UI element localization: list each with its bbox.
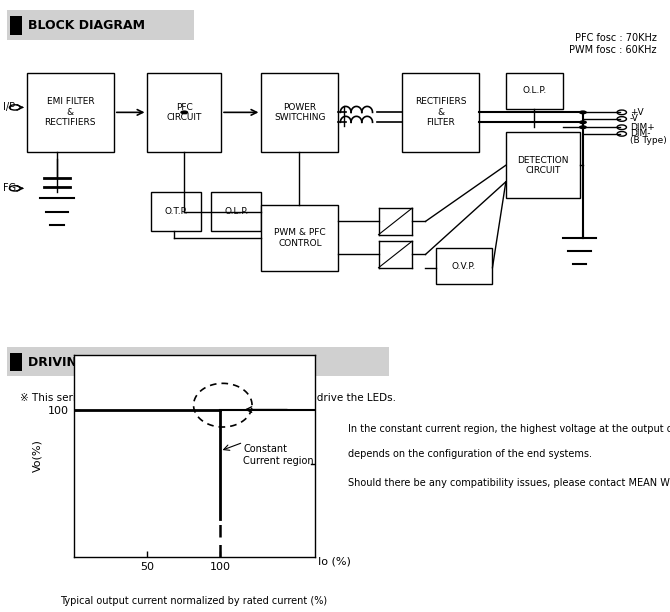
Bar bbox=[10, 15, 22, 35]
Circle shape bbox=[617, 117, 626, 121]
Text: Io (%): Io (%) bbox=[318, 557, 350, 567]
Bar bbox=[506, 132, 580, 198]
Text: -V: -V bbox=[630, 114, 639, 124]
Bar bbox=[147, 73, 221, 152]
Text: ※ This series works in constant current mode to directly drive the LEDs.: ※ This series works in constant current … bbox=[20, 393, 396, 403]
Circle shape bbox=[579, 121, 587, 124]
Bar bbox=[402, 73, 479, 152]
Text: FG: FG bbox=[3, 184, 17, 193]
Text: O.V.P.: O.V.P. bbox=[452, 261, 476, 271]
Bar bbox=[10, 353, 22, 371]
Text: Typical output current normalized by rated current (%): Typical output current normalized by rat… bbox=[60, 595, 328, 606]
Bar bbox=[211, 192, 261, 231]
Text: BLOCK DIAGRAM: BLOCK DIAGRAM bbox=[28, 19, 145, 32]
Text: PFC fosc : 70KHz
PWM fosc : 60KHz: PFC fosc : 70KHz PWM fosc : 60KHz bbox=[569, 33, 657, 54]
Circle shape bbox=[180, 110, 188, 114]
Circle shape bbox=[579, 125, 587, 129]
Text: In the constant current region, the highest voltage at the output of the driver: In the constant current region, the high… bbox=[348, 424, 670, 434]
Text: O.T.P.: O.T.P. bbox=[164, 207, 188, 216]
Text: O.L.P.: O.L.P. bbox=[522, 86, 547, 95]
Circle shape bbox=[617, 132, 626, 136]
Circle shape bbox=[617, 110, 626, 114]
Text: Constant
Current region: Constant Current region bbox=[243, 444, 314, 466]
Circle shape bbox=[617, 125, 626, 130]
Bar bbox=[7, 10, 194, 40]
Text: O.L.P.: O.L.P. bbox=[224, 207, 249, 216]
Bar bbox=[506, 73, 563, 109]
Y-axis label: Vo(%): Vo(%) bbox=[32, 439, 42, 472]
Text: PWM & PFC
CONTROL: PWM & PFC CONTROL bbox=[274, 228, 326, 248]
Text: depends on the configuration of the end systems.: depends on the configuration of the end … bbox=[348, 449, 592, 460]
Text: DIM-: DIM- bbox=[630, 129, 651, 138]
Text: (B Type): (B Type) bbox=[630, 136, 667, 145]
Bar bbox=[261, 205, 338, 271]
Bar bbox=[261, 73, 338, 152]
Text: DIM+: DIM+ bbox=[630, 123, 655, 132]
Circle shape bbox=[9, 185, 20, 191]
Text: DRIVING METHODS OF LED MODULE: DRIVING METHODS OF LED MODULE bbox=[28, 356, 280, 370]
Bar bbox=[436, 248, 492, 284]
Bar bbox=[151, 192, 201, 231]
Circle shape bbox=[579, 110, 587, 114]
Text: RECTIFIERS
&
FILTER: RECTIFIERS & FILTER bbox=[415, 97, 466, 127]
Text: Should there be any compatibility issues, please contact MEAN WELL.: Should there be any compatibility issues… bbox=[348, 477, 670, 488]
Text: PFC
CIRCUIT: PFC CIRCUIT bbox=[167, 103, 202, 122]
Text: POWER
SWITCHING: POWER SWITCHING bbox=[274, 103, 326, 122]
Text: I/P: I/P bbox=[3, 102, 15, 113]
Text: DETECTION
CIRCUIT: DETECTION CIRCUIT bbox=[517, 155, 568, 175]
Circle shape bbox=[9, 105, 20, 110]
Bar bbox=[27, 73, 114, 152]
Text: +V: +V bbox=[630, 108, 643, 117]
Bar bbox=[7, 348, 389, 376]
Text: EMI FILTER
&
RECTIFIERS: EMI FILTER & RECTIFIERS bbox=[45, 97, 96, 127]
